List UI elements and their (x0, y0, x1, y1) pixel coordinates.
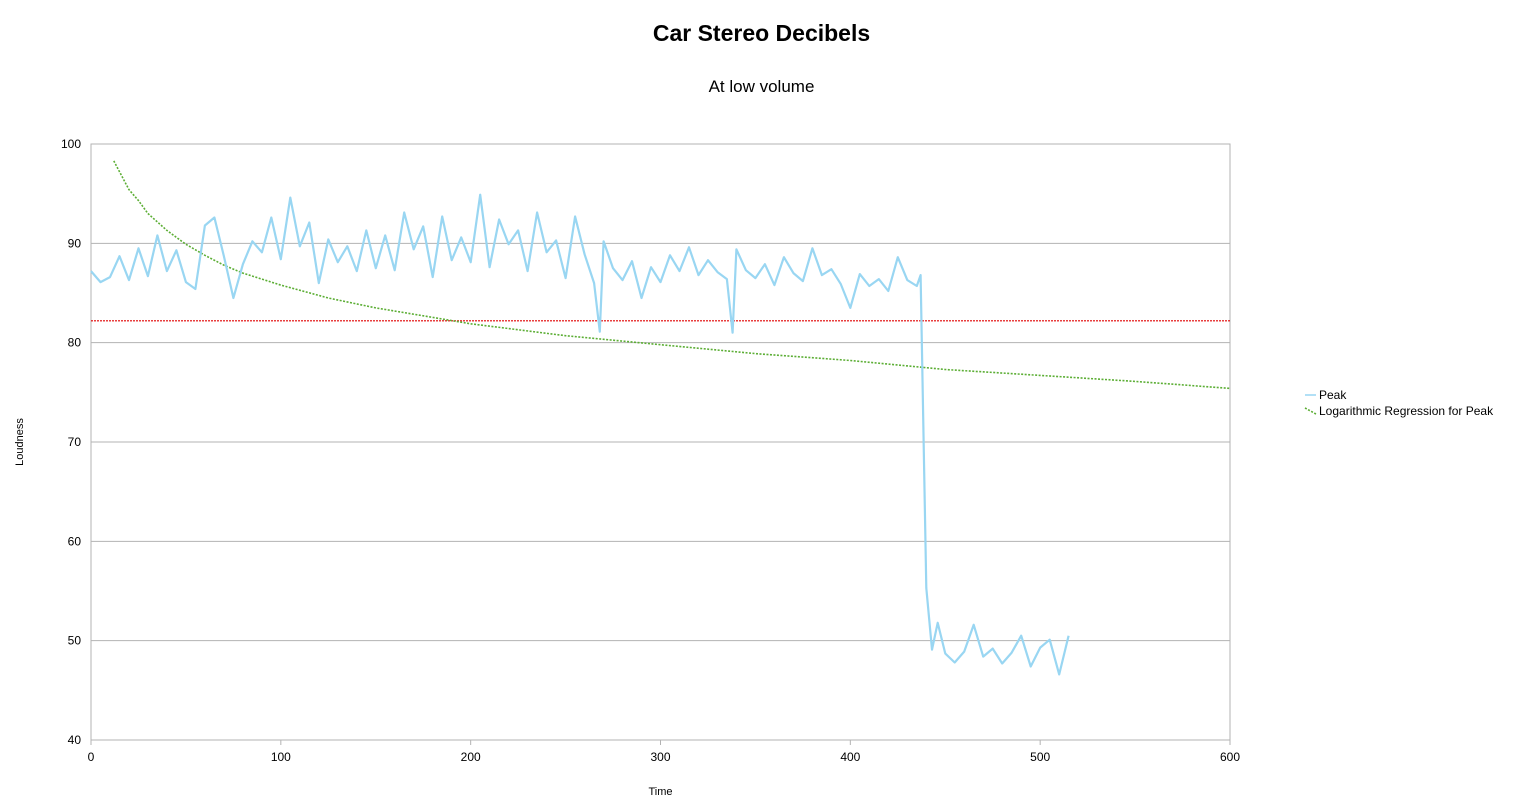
y-tick-label: 80 (68, 336, 82, 350)
y-tick-label: 40 (68, 733, 82, 747)
x-axis-label: Time (648, 786, 672, 798)
gridlines (91, 143, 1230, 741)
legend-swatch-logarithmic-regression (1304, 407, 1317, 415)
x-axis-ticks: 0 100 200 300 400 500 600 (88, 740, 1240, 764)
y-tick-label: 60 (68, 534, 82, 548)
x-tick-label: 400 (840, 750, 860, 764)
x-tick-label: 300 (650, 750, 670, 764)
chart-subtitle: At low volume (708, 77, 815, 96)
chart-title: Car Stereo Decibels (652, 20, 871, 46)
series-line-logarithmic-regression (113, 160, 1231, 390)
y-tick-label: 50 (68, 634, 82, 648)
legend-label-peak: Peak (1319, 388, 1347, 402)
x-tick-label: 100 (271, 750, 291, 764)
x-tick-label: 0 (88, 750, 95, 764)
legend-label-logarithmic-regression: Logarithmic Regression for Peak (1319, 404, 1494, 418)
series-line-peak (90, 193, 1070, 676)
y-tick-label: 90 (68, 236, 82, 250)
y-tick-label: 70 (68, 435, 82, 449)
x-tick-label: 500 (1030, 750, 1050, 764)
x-tick-label: 600 (1220, 750, 1240, 764)
y-axis-label: Loudness (14, 418, 26, 466)
legend: Peak Logarithmic Regression for Peak (1304, 388, 1494, 418)
x-tick-label: 200 (461, 750, 481, 764)
y-tick-label: 100 (61, 137, 81, 151)
y-axis-ticks: 40 50 60 70 80 90 100 (61, 137, 81, 747)
